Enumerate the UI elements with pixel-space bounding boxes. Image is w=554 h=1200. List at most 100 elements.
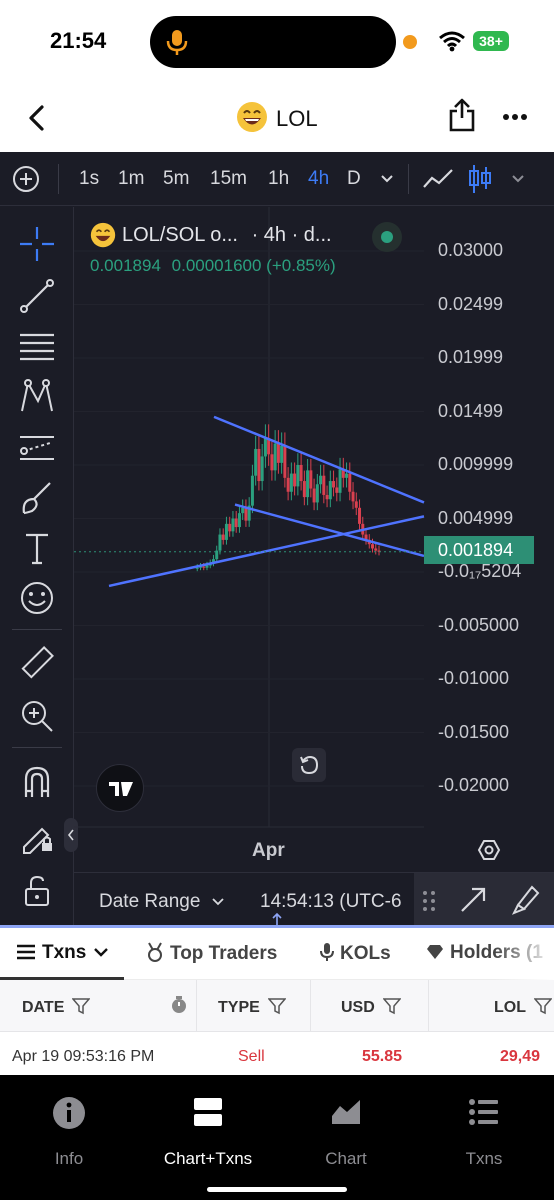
chart-clock[interactable]: 14:54:13 (UTC-6 xyxy=(260,891,402,912)
column-divider xyxy=(310,980,311,1075)
tab-kols-label: KOLs xyxy=(340,943,391,964)
candle-body xyxy=(247,505,251,521)
candle-body xyxy=(224,523,228,540)
medal-icon xyxy=(148,942,162,962)
price-tick-label: 0.03000 xyxy=(438,240,504,260)
chart-interval: · 4h · d... xyxy=(251,224,332,246)
timeframe-4h[interactable]: 4h xyxy=(308,168,330,189)
candle-body xyxy=(221,534,225,540)
unlock-icon[interactable] xyxy=(18,871,56,909)
tradingview-logo[interactable] xyxy=(96,764,144,812)
timeframe-5m[interactable]: 5m xyxy=(163,168,190,189)
column-lol[interactable]: LOL xyxy=(494,997,553,1017)
price-tick-label: 0.01999 xyxy=(438,347,504,367)
back-chevron-icon[interactable] xyxy=(26,104,48,132)
candle-body xyxy=(218,534,222,551)
txns-table-header: DATE TYPE USD LOL xyxy=(0,980,554,1032)
more-options-icon[interactable] xyxy=(502,113,528,121)
price-tick-label: -0.01500 xyxy=(438,721,510,742)
candlestick-chart-type-icon[interactable] xyxy=(466,163,494,195)
price-tick-label: 0.004999 xyxy=(438,507,514,528)
microphone-icon xyxy=(320,943,334,961)
timeframe-1d[interactable]: D xyxy=(347,168,361,189)
chart-type-dropdown-icon[interactable] xyxy=(511,174,525,184)
timeframe-1m[interactable]: 1m xyxy=(118,168,145,189)
filter-icon[interactable] xyxy=(267,997,287,1015)
chart-settings-icon[interactable] xyxy=(477,838,501,862)
crosshair-icon[interactable] xyxy=(18,225,56,263)
candle-body xyxy=(364,534,368,540)
timeframe-1h[interactable]: 1h xyxy=(268,168,290,189)
magnet-icon[interactable] xyxy=(18,763,56,801)
zoom-in-icon[interactable] xyxy=(18,697,56,735)
share-icon[interactable] xyxy=(448,98,476,132)
token-emoji-icon xyxy=(90,222,116,248)
text-tool-icon[interactable] xyxy=(18,529,56,567)
candle-body xyxy=(328,481,332,500)
candle-body xyxy=(273,443,277,471)
date-range-label: Date Range xyxy=(99,891,201,912)
forecast-tool-icon[interactable] xyxy=(18,429,56,467)
line-chart-type-icon[interactable] xyxy=(422,167,454,191)
token-emoji-icon xyxy=(236,101,268,133)
candle-body xyxy=(312,488,316,503)
trendline-tool-icon[interactable] xyxy=(18,277,56,315)
date-range-selector[interactable]: Date Range xyxy=(99,891,224,913)
column-type[interactable]: TYPE xyxy=(218,997,287,1017)
candle-body xyxy=(338,469,342,493)
ruler-tool-icon[interactable] xyxy=(18,644,56,682)
candle-body xyxy=(250,475,254,506)
nav-header: LOL xyxy=(0,84,554,152)
timeframe-1s[interactable]: 1s xyxy=(79,168,100,189)
column-divider xyxy=(428,980,429,1075)
candle-body xyxy=(325,494,329,500)
highlighter-tool-icon[interactable] xyxy=(510,883,542,915)
filter-icon[interactable] xyxy=(382,997,402,1015)
timer-icon[interactable] xyxy=(170,995,188,1015)
candle-body xyxy=(231,518,235,532)
list-icon xyxy=(17,944,35,960)
cell-lol: 29,49 xyxy=(500,1048,541,1065)
tab-top-traders[interactable]: Top Traders xyxy=(146,942,277,965)
column-usd[interactable]: USD xyxy=(341,997,402,1017)
candle-body xyxy=(228,523,232,532)
column-date[interactable]: DATE xyxy=(22,997,92,1017)
timeframe-15m[interactable]: 15m xyxy=(210,168,247,189)
fib-retracement-icon[interactable] xyxy=(18,327,56,365)
tab-top-traders-label: Top Traders xyxy=(170,943,278,964)
microphone-icon xyxy=(166,30,188,55)
brush-tool-icon[interactable] xyxy=(18,479,56,517)
pattern-tool-icon[interactable] xyxy=(18,377,56,415)
filter-icon[interactable] xyxy=(533,997,553,1015)
price-tick-label: 0.009999 xyxy=(438,454,514,474)
price-tick-label: -0.02000 xyxy=(438,775,510,795)
add-indicator-icon[interactable] xyxy=(12,165,40,193)
list-icon xyxy=(469,1099,498,1125)
filter-icon[interactable] xyxy=(71,997,92,1015)
candle-body xyxy=(205,565,209,568)
table-row[interactable]: Apr 19 09:53:16 PM Sell 55.85 29,49 xyxy=(0,1032,554,1075)
candle-body xyxy=(280,445,284,463)
arrow-tool-icon[interactable] xyxy=(458,885,488,915)
tabbar-txns-label: Txns xyxy=(465,1149,503,1168)
tab-txns[interactable]: Txns xyxy=(16,942,109,964)
tabbar-chart-txns-label: Chart+Txns xyxy=(163,1149,253,1168)
candle-body xyxy=(293,473,297,487)
market-status-indicator xyxy=(372,222,402,252)
cell-type: Sell xyxy=(238,1048,265,1065)
status-bar: 21:54 38+ xyxy=(0,0,554,84)
candle-body xyxy=(345,473,349,478)
reset-chart-button[interactable] xyxy=(292,748,326,782)
emoji-tool-icon[interactable] xyxy=(18,579,56,617)
candle-body xyxy=(322,475,326,495)
candle-body xyxy=(260,456,264,482)
candle-body xyxy=(211,559,215,564)
drag-handle-icon[interactable] xyxy=(422,889,436,913)
chart-legend-title[interactable]: LOL/SOL o... · 4h · d... xyxy=(122,224,332,247)
timeframe-dropdown-icon[interactable] xyxy=(380,174,394,184)
chart-toolbar: 1s 1m 5m 15m 1h 4h D xyxy=(0,152,554,206)
lock-drawing-icon[interactable] xyxy=(18,817,56,855)
candle-body xyxy=(241,507,245,514)
candle-body xyxy=(289,473,293,492)
tab-kols[interactable]: KOLs xyxy=(320,942,391,965)
